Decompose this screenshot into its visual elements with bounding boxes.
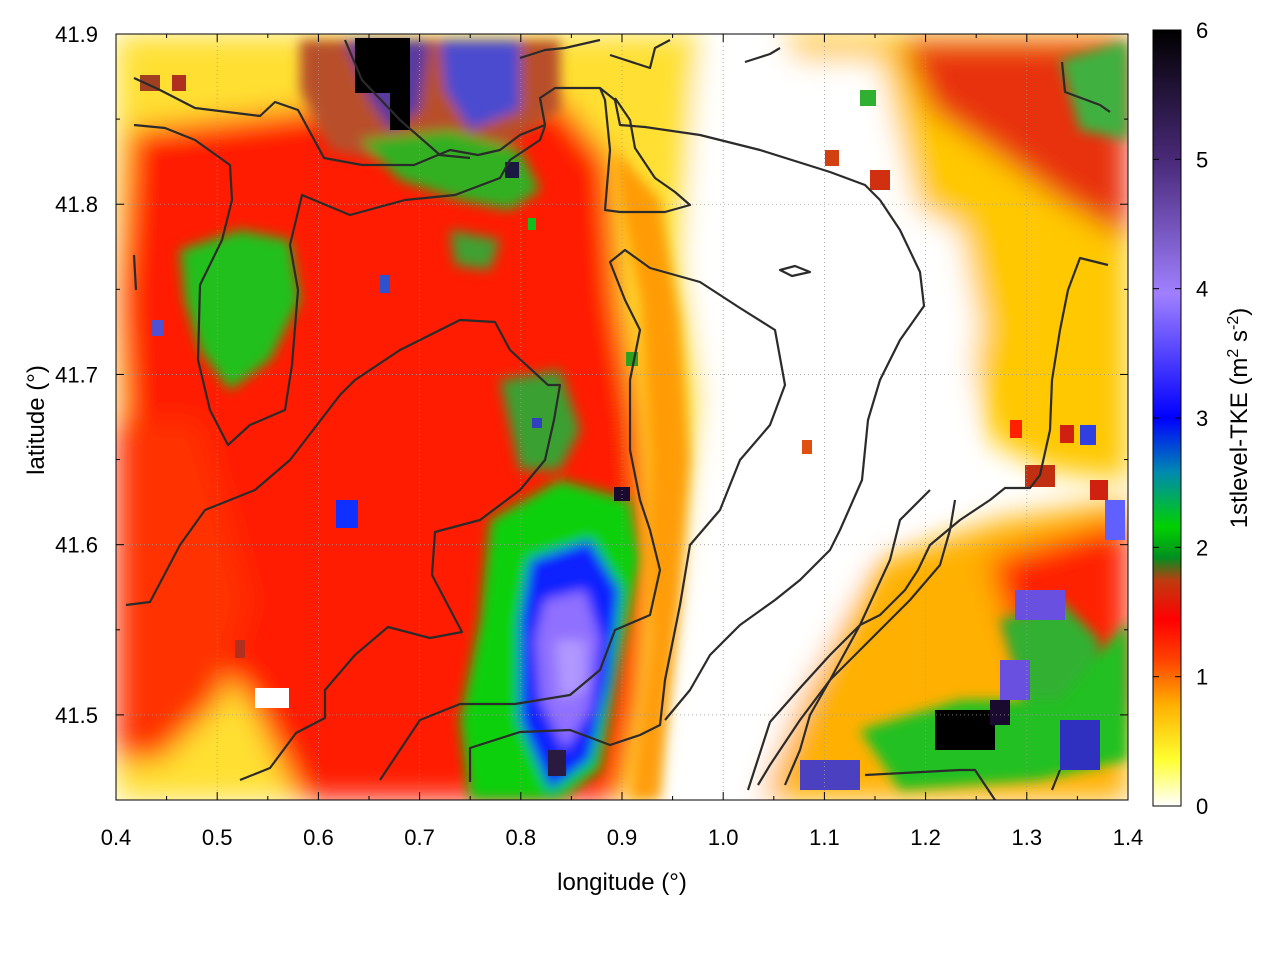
contour-line [125,318,562,782]
x-tick-label: 1.3 [1012,825,1043,850]
contour-line [664,199,926,721]
colorbar: 0 1 2 3 4 5 6 1stlevel-TKE (m2 s-2) [1152,18,1253,819]
y-tick-label: 41.8 [55,192,98,217]
contour-line [343,39,471,160]
contour-line [519,38,601,60]
x-tick-label: 1.1 [809,825,840,850]
colorbar-tick-label: 0 [1196,794,1208,819]
contour-line [598,87,692,214]
colorbar-ticks: 0 1 2 3 4 5 6 [1153,18,1208,819]
colorbar-tick-label: 1 [1196,665,1208,690]
y-tick-label: 41.9 [55,22,98,47]
x-tick-label: 0.6 [303,825,334,850]
x-tick-label: 0.5 [202,825,233,850]
colorbar-tick-label: 4 [1196,277,1208,302]
x-tick-label: 0.8 [506,825,537,850]
contour-lines [125,38,1111,800]
contour-line [757,499,957,786]
contour-line [133,77,881,201]
contour-line [132,254,138,291]
colorbar-tick-label: 5 [1196,147,1208,172]
contour-line [379,248,787,782]
y-tick-label: 41.6 [55,533,98,558]
contour-line [746,256,1109,791]
x-tick-label: 1.2 [910,825,941,850]
colorbar-label: 1stlevel-TKE (m2 s-2) [1225,308,1253,529]
heatmap-field [116,34,1128,800]
x-axis: 0.4 0.5 0.6 0.7 0.8 0.9 1.0 1.1 1.2 1.3 1.4 [101,34,1144,850]
y-axis-title: latitude (°) [23,365,50,475]
x-tick-label: 0.7 [404,825,435,850]
contour-line [1060,61,1111,113]
contour-line [609,39,671,70]
y-tick-label: 41.5 [55,703,98,728]
colorbar-tick-label: 2 [1196,535,1208,560]
contour-line [1050,769,1062,791]
colorbar-tick-label: 3 [1196,406,1208,431]
contour-line [778,264,812,278]
contour-line [744,47,781,64]
x-tick-label: 0.9 [607,825,638,850]
x-tick-label: 0.4 [101,825,132,850]
y-tick-label: 41.7 [55,362,98,387]
x-tick-label: 1.4 [1113,825,1144,850]
contour-line [864,768,996,800]
grid-lines [116,34,1128,800]
colorbar-tick-label: 6 [1196,18,1208,43]
x-tick-label: 1.0 [708,825,739,850]
contour-line [133,123,547,447]
contour-line [783,489,931,786]
y-axis: 41.5 41.6 41.7 41.8 41.9 [55,22,1128,801]
x-axis-title: longitude (°) [557,869,687,896]
